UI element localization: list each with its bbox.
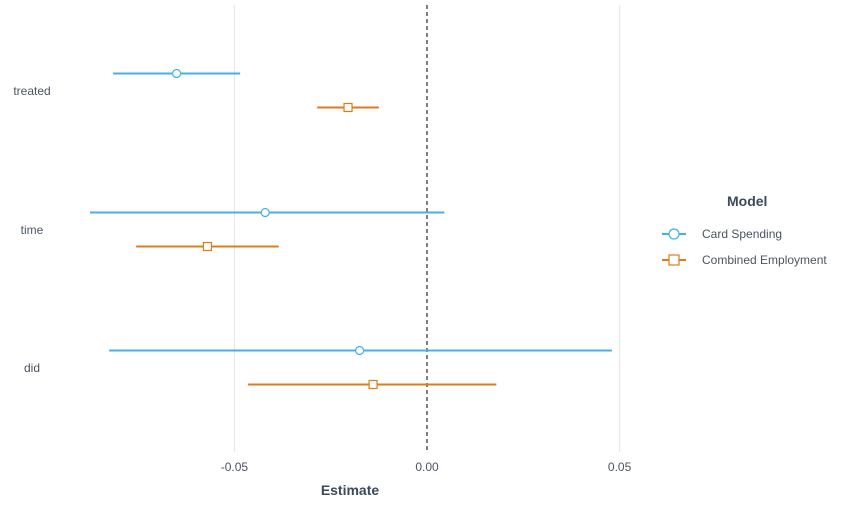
point-estimate-treated	[343, 102, 353, 113]
legend-title: Model	[727, 193, 767, 209]
grid-lines	[233, 5, 621, 452]
legend-items: Card Spending Combined Employment	[662, 227, 827, 267]
legend-item-combined-employment: Combined Employment	[662, 253, 827, 267]
x-tick-label: 0.00	[415, 460, 439, 474]
legend-key-square-icon	[668, 254, 680, 266]
y-tick-label-did: did	[24, 361, 40, 375]
legend: Model Card Spending Combined Employment	[662, 193, 827, 267]
plot-series	[89, 68, 612, 390]
x-axis-title: Estimate	[321, 482, 380, 498]
x-tick-label: 0.05	[608, 460, 632, 474]
series-card-spending	[89, 68, 612, 356]
y-tick-label-treated: treated	[13, 84, 50, 98]
point-estimate-did	[354, 345, 365, 356]
point-estimate-time	[260, 207, 270, 218]
point-estimate-treated	[172, 68, 182, 79]
legend-item-card-spending: Card Spending	[662, 227, 782, 241]
point-estimate-did	[368, 379, 378, 390]
x-axis-tick-labels: -0.05 0.00 0.05	[221, 460, 632, 474]
series-combined-employment	[136, 102, 497, 390]
x-tick-label: -0.05	[221, 460, 249, 474]
y-tick-label-time: time	[21, 223, 44, 237]
legend-key-circle-icon	[668, 228, 680, 240]
point-estimate-time	[202, 241, 213, 252]
legend-label: Card Spending	[702, 227, 782, 241]
legend-label: Combined Employment	[702, 253, 827, 267]
y-axis-tick-labels: treated time did	[13, 84, 50, 375]
